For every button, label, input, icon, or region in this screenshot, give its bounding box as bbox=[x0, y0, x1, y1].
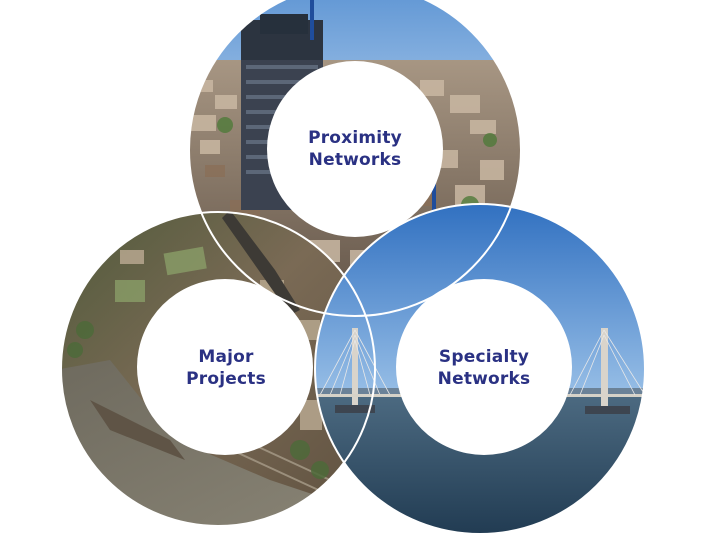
specialty-networks-disc bbox=[396, 279, 572, 455]
major-line1: Major bbox=[198, 347, 254, 367]
specialty-networks-label: Specialty Networks bbox=[399, 346, 569, 390]
proximity-disc bbox=[267, 61, 443, 237]
specialty-line1: Specialty bbox=[438, 347, 530, 367]
proximity-networks-label: Proximity Networks bbox=[270, 127, 440, 171]
specialty-line2: Networks bbox=[437, 369, 531, 389]
major-line2: Projects bbox=[186, 369, 266, 389]
major-projects-disc bbox=[137, 279, 313, 455]
major-projects-label: Major Projects bbox=[141, 346, 311, 390]
proximity-line1: Proximity bbox=[308, 128, 402, 148]
proximity-line2: Networks bbox=[308, 150, 402, 170]
